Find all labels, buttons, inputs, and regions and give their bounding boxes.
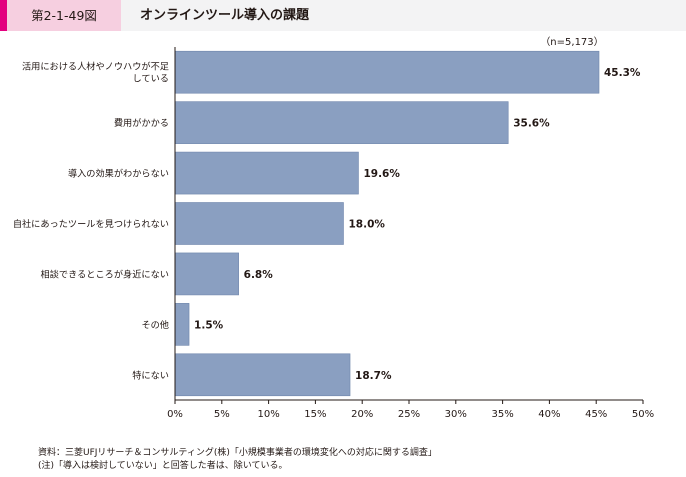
category-label-4-line-0: 相談できるところが身近にない [41,268,169,280]
x-tick-label-1: 5% [214,409,230,420]
data-label-3: 18.0% [348,219,385,231]
category-label-3: 自社にあったツールを見つけられない [13,218,169,230]
category-label-5: その他 [141,319,169,331]
category-label-6: 特にない [132,369,169,381]
footnotes: 資料：三菱UFJリサーチ＆コンサルティング(株)「小規模事業者の環境変化への対応… [38,447,437,473]
bars-layer: 45.3% 35.6% 19.6% 18.0% 6.8% 1.5% 18.7% [174,50,641,397]
category-labels: 活用における人材やノウハウが不足している費用がかかる導入の効果がわからない自社に… [13,61,169,382]
exclusion-note: (注)「導入は検討していない」と回答した者は、除いている。 [38,461,288,471]
figure-header: 第2-1-49図 オンラインツール導入の課題 [0,0,686,31]
data-label-1: 35.6% [513,118,550,130]
bar-chart: （n=5,173） 45.3% 35.6% 19.6% 18.0% 6.8% 1.5% 18… [13,36,654,420]
x-tick-label-0: 0% [167,409,183,420]
data-label-0: 45.3% [604,67,641,79]
category-label-0-line-1: している [133,74,169,85]
bar-4 [174,252,239,296]
bar-6 [174,353,351,397]
x-tick-label-8: 40% [538,409,560,420]
x-tick-label-10: 50% [632,409,654,420]
bar-5 [174,303,190,346]
x-tick-label-5: 25% [398,409,420,420]
bar-2 [174,151,359,195]
x-tick-label-4: 20% [351,409,373,420]
category-label-1-line-0: 費用がかかる [114,117,169,129]
x-tick-label-6: 30% [445,409,467,420]
x-axis-ticks: 0% 5% 10% 15% 20% 25% 30% 35% 40% 45% 50% [167,400,654,420]
category-label-2-line-0: 導入の効果がわからない [68,168,169,180]
category-label-1: 費用がかかる [114,117,169,129]
x-tick-label-3: 15% [304,409,326,420]
bar-0 [174,50,600,94]
category-label-6-line-0: 特にない [132,369,169,381]
figure-number: 第2-1-49図 [7,0,121,31]
x-tick-label-7: 35% [491,409,513,420]
data-label-2: 19.6% [363,168,400,180]
x-tick-label-2: 10% [257,409,279,420]
category-label-0: 活用における人材やノウハウが不足している [22,61,169,85]
header-accent-bar [0,0,7,31]
category-label-3-line-0: 自社にあったツールを見つけられない [13,218,169,230]
sample-size-note: （n=5,173） [540,36,603,48]
source-note: 資料：三菱UFJリサーチ＆コンサルティング(株)「小規模事業者の環境変化への対応… [38,448,437,458]
data-label-5: 1.5% [194,319,224,331]
bar-1 [174,101,509,144]
category-label-2: 導入の効果がわからない [68,168,169,180]
data-label-4: 6.8% [244,269,274,281]
data-label-6: 18.7% [355,370,392,382]
category-label-0-line-0: 活用における人材やノウハウが不足 [22,61,169,73]
bar-3 [174,202,344,245]
figure-title: オンラインツール導入の課題 [140,8,310,23]
category-label-5-line-0: その他 [141,319,169,331]
x-tick-label-9: 45% [585,409,607,420]
category-label-4: 相談できるところが身近にない [41,268,169,280]
